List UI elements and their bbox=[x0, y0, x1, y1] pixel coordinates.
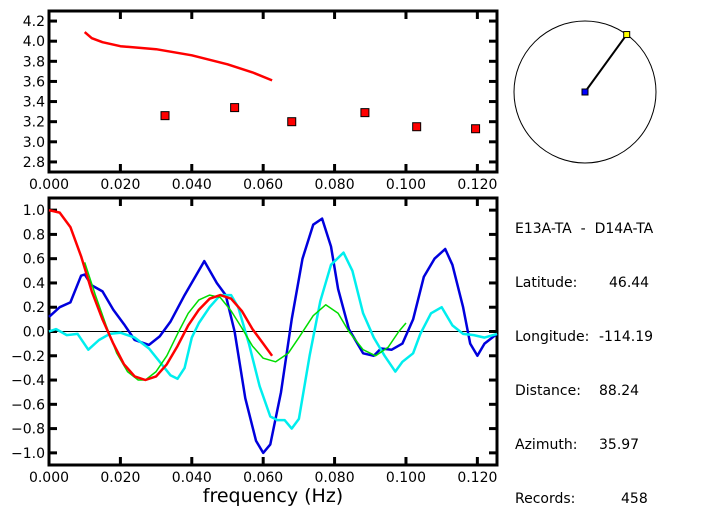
data-point bbox=[412, 122, 422, 132]
azimuth-map bbox=[513, 20, 657, 164]
data-point bbox=[230, 103, 240, 113]
azimuth-label: Azimuth: bbox=[515, 437, 578, 453]
y-tick-label: 3.2 bbox=[23, 115, 45, 131]
data-point bbox=[360, 108, 370, 118]
x-tick-label: 0.120 bbox=[457, 470, 497, 486]
azimuth-value: 35.97 bbox=[599, 437, 640, 453]
velocity-plot: 0.000 0.020 0.040 0.060 0.080 0.100 0.120 2.8 3.… bbox=[23, 9, 499, 193]
x-tick-label: 0.060 bbox=[243, 177, 283, 193]
y-tick-label: −1.0 bbox=[11, 446, 45, 462]
latitude-value: 46.44 bbox=[609, 275, 650, 291]
info-latitude: Latitude: 46.44 bbox=[515, 274, 653, 292]
x-tick-label: 0.020 bbox=[100, 177, 140, 193]
data-point bbox=[287, 117, 297, 127]
x-tick-label: 0.060 bbox=[243, 470, 283, 486]
correlation-plot: 0.000 0.020 0.040 0.060 0.080 0.100 0.120 −1.0 −… bbox=[11, 196, 499, 486]
y-tick-label: 3.4 bbox=[23, 95, 45, 111]
x-tick-label: 0.080 bbox=[315, 470, 355, 486]
info-longitude: Longitude: -114.19 bbox=[515, 328, 653, 346]
records-value: 458 bbox=[621, 491, 648, 507]
distance-label: Distance: bbox=[515, 383, 581, 399]
x-tick-label: 0.100 bbox=[386, 470, 426, 486]
info-records: Records: 458 bbox=[515, 490, 653, 508]
origin-station-marker bbox=[581, 88, 589, 96]
y-tick-label: 1.0 bbox=[23, 203, 45, 219]
y-tick-label: 3.0 bbox=[23, 135, 45, 151]
latitude-label: Latitude: bbox=[515, 275, 578, 291]
y-tick-label: 4.0 bbox=[23, 34, 45, 50]
y-tick-label: 3.6 bbox=[23, 74, 45, 90]
data-point bbox=[471, 124, 481, 134]
x-tick-label: 0.000 bbox=[29, 177, 69, 193]
station-info: E13A-TA - D14A-TA Latitude: 46.44 Longitu… bbox=[515, 184, 653, 526]
y-tick-label: 0.4 bbox=[23, 276, 45, 292]
x-tick-label: 0.020 bbox=[100, 470, 140, 486]
x-tick-label: 0.120 bbox=[457, 177, 497, 193]
records-label: Records: bbox=[515, 491, 576, 507]
y-tick-label: 4.2 bbox=[23, 14, 45, 30]
series-line-0 bbox=[48, 217, 498, 455]
range-circle bbox=[513, 20, 657, 164]
plot-frame bbox=[47, 9, 499, 174]
x-tick-label: 0.040 bbox=[172, 177, 212, 193]
x-tick-label: 0.080 bbox=[315, 177, 355, 193]
y-tick-label: −0.4 bbox=[11, 373, 45, 389]
x-axis-label: frequency (Hz) bbox=[203, 485, 343, 507]
x-tick-label: 0.100 bbox=[386, 177, 426, 193]
series-line-2 bbox=[83, 262, 407, 381]
y-tick-label: 0.6 bbox=[23, 252, 45, 268]
series-line-1 bbox=[48, 251, 498, 430]
station-pair-title: E13A-TA - D14A-TA bbox=[515, 221, 654, 237]
y-tick-label: −0.2 bbox=[11, 349, 45, 365]
y-tick-label: 0.2 bbox=[23, 300, 45, 316]
longitude-label: Longitude: bbox=[515, 329, 590, 345]
y-tick-label: −0.6 bbox=[11, 397, 45, 413]
x-tick-label: 0.000 bbox=[29, 470, 69, 486]
series-line-0 bbox=[83, 31, 273, 82]
y-tick-label: 3.8 bbox=[23, 54, 45, 70]
target-station-marker bbox=[623, 31, 631, 39]
distance-value: 88.24 bbox=[599, 383, 640, 399]
longitude-value: -114.19 bbox=[599, 329, 654, 345]
y-tick-label: 0.0 bbox=[23, 325, 45, 341]
info-azimuth: Azimuth: 35.97 bbox=[515, 436, 653, 454]
series-line-3 bbox=[48, 208, 274, 382]
y-tick-label: −0.8 bbox=[11, 422, 45, 438]
y-tick-label: 0.8 bbox=[23, 227, 45, 243]
info-distance: Distance: 88.24 bbox=[515, 382, 653, 400]
data-point bbox=[160, 111, 170, 121]
azimuth-line bbox=[584, 33, 628, 93]
y-tick-label: 2.8 bbox=[23, 155, 45, 171]
x-tick-label: 0.040 bbox=[172, 470, 212, 486]
